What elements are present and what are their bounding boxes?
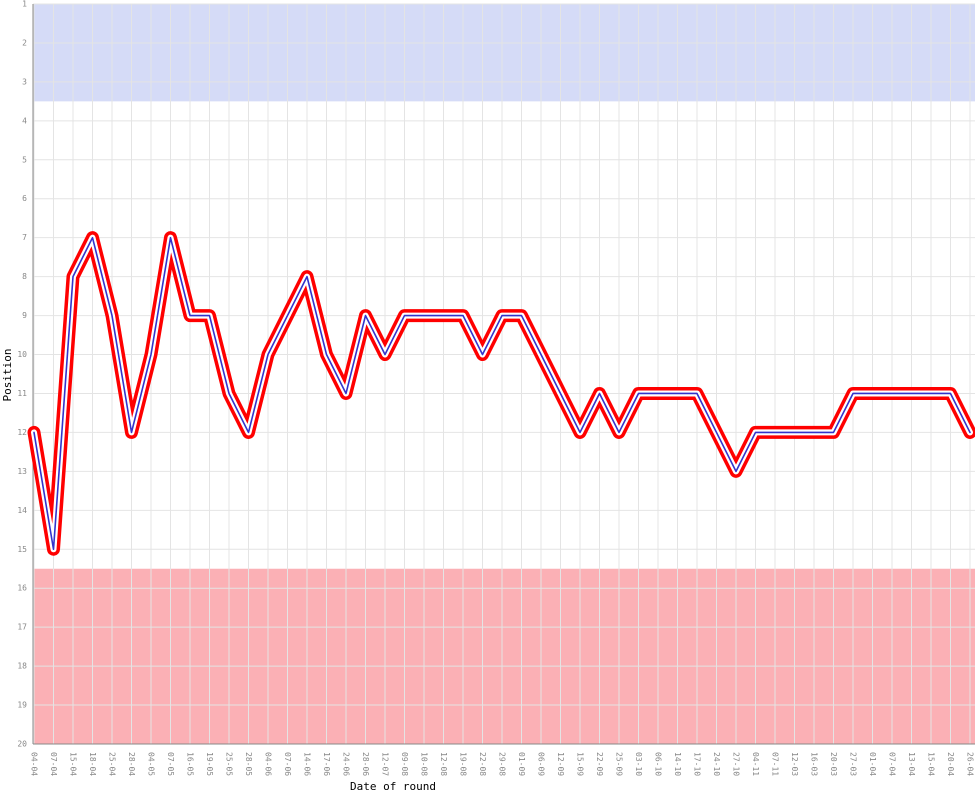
x-tick-label: 20-04 xyxy=(946,752,955,776)
x-tick-label: 09-08 xyxy=(400,752,409,776)
x-tick-label: 07-06 xyxy=(283,752,292,776)
x-tick-label: 10-08 xyxy=(420,752,429,776)
x-tick-label: 19-05 xyxy=(205,752,214,776)
x-tick-label: 14-06 xyxy=(303,752,312,776)
y-tick-label: 1 xyxy=(22,0,27,9)
x-tick-label: 12-08 xyxy=(439,752,448,776)
x-tick-label: 24-10 xyxy=(712,752,721,776)
y-tick-label: 13 xyxy=(17,467,27,476)
x-tick-label: 06-10 xyxy=(654,752,663,776)
x-tick-label: 01-04 xyxy=(868,752,877,776)
x-tick-label: 12-03 xyxy=(790,752,799,776)
x-tick-label: 22-08 xyxy=(478,752,487,776)
x-tick-label: 20-03 xyxy=(829,752,838,776)
x-tick-label: 14-10 xyxy=(673,752,682,776)
x-tick-label: 04-04 xyxy=(30,752,39,776)
x-tick-label: 28-06 xyxy=(361,752,370,776)
x-tick-label: 07-11 xyxy=(771,752,780,776)
x-tick-label: 28-05 xyxy=(244,752,253,776)
y-axis-title: Position xyxy=(1,349,14,402)
x-tick-label: 04-06 xyxy=(264,752,273,776)
x-tick-label: 07-04 xyxy=(888,752,897,776)
x-tick-label: 18-04 xyxy=(88,752,97,776)
x-tick-label: 28-04 xyxy=(127,752,136,776)
x-tick-label: 01-09 xyxy=(517,752,526,776)
y-tick-label: 3 xyxy=(22,77,27,86)
x-tick-label: 29-08 xyxy=(498,752,507,776)
y-tick-label: 6 xyxy=(22,194,27,203)
x-tick-label: 12-09 xyxy=(556,752,565,776)
x-tick-label: 15-04 xyxy=(69,752,78,776)
y-tick-label: 15 xyxy=(17,545,27,554)
y-tick-label: 4 xyxy=(22,116,27,125)
x-tick-label: 04-05 xyxy=(147,752,156,776)
y-tick-label: 16 xyxy=(17,584,27,593)
x-tick-label: 16-03 xyxy=(810,752,819,776)
x-tick-label: 22-09 xyxy=(595,752,604,776)
x-tick-label: 15-09 xyxy=(576,752,585,776)
x-tick-label: 07-04 xyxy=(49,752,58,776)
y-tick-label: 14 xyxy=(17,506,27,515)
x-tick-label: 27-03 xyxy=(849,752,858,776)
x-tick-label: 13-04 xyxy=(907,752,916,776)
y-tick-label: 2 xyxy=(22,38,27,47)
x-tick-label: 04-11 xyxy=(751,752,760,776)
y-tick-label: 19 xyxy=(17,701,27,710)
x-tick-label: 27-10 xyxy=(732,752,741,776)
x-tick-label: 25-09 xyxy=(615,752,624,776)
y-tick-label: 10 xyxy=(17,350,27,359)
x-tick-label: 24-06 xyxy=(342,752,351,776)
x-tick-label: 25-04 xyxy=(108,752,117,776)
x-tick-label: 19-08 xyxy=(459,752,468,776)
x-tick-label: 15-04 xyxy=(927,752,936,776)
x-axis-title: Date of round xyxy=(350,780,436,793)
x-tick-label: 07-05 xyxy=(166,752,175,776)
y-tick-label: 18 xyxy=(17,662,27,671)
y-tick-label: 7 xyxy=(22,233,27,242)
x-tick-label: 26-04 xyxy=(966,752,975,776)
y-tick-label: 20 xyxy=(17,740,27,749)
x-tick-label: 03-10 xyxy=(634,752,643,776)
x-tick-label: 17-10 xyxy=(693,752,702,776)
x-tick-label: 12-07 xyxy=(381,752,390,776)
x-tick-label: 16-05 xyxy=(186,752,195,776)
y-tick-label: 17 xyxy=(17,623,27,632)
line xyxy=(33,236,971,551)
y-tick-label: 9 xyxy=(22,311,27,320)
x-tick-label: 25-05 xyxy=(225,752,234,776)
y-tick-label: 5 xyxy=(22,155,27,164)
y-tick-label: 8 xyxy=(22,272,27,281)
x-tick-label: 06-09 xyxy=(537,752,546,776)
x-tick-label: 17-06 xyxy=(322,752,331,776)
y-tick-label: 12 xyxy=(17,428,27,437)
y-tick-label: 11 xyxy=(17,389,27,398)
